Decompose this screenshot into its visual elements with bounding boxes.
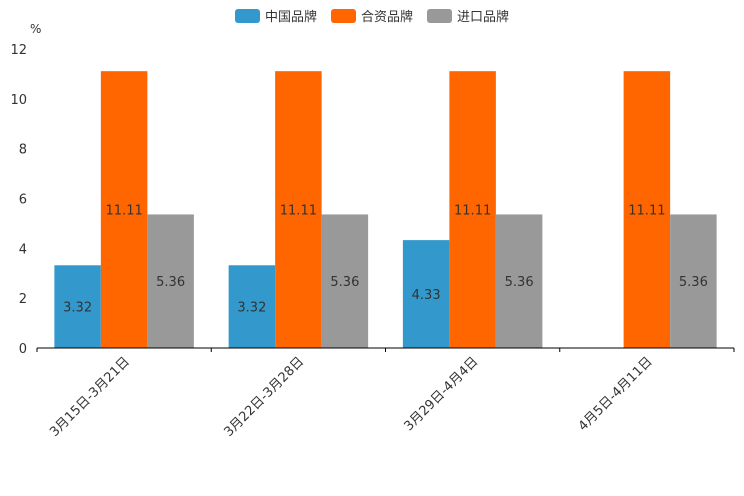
x-tick-label: 3月22日-3月28日 — [221, 354, 307, 440]
legend-swatch-china-brand — [234, 8, 260, 23]
bar-0-1 — [228, 265, 276, 348]
y-tick-label: 10 — [10, 93, 27, 108]
y-tick-label: 8 — [19, 143, 27, 158]
legend-item-joint-venture-brand[interactable]: 合资品牌 — [330, 6, 413, 25]
bar-1-2 — [449, 71, 496, 348]
chart-legend: 中国品牌 合资品牌 进口品牌 — [0, 6, 744, 25]
y-tick-label: 0 — [19, 342, 27, 357]
data-label: 5.36 — [679, 275, 708, 290]
y-tick-label: 12 — [10, 43, 27, 58]
data-label: 11.11 — [106, 204, 143, 219]
legend-label-joint-venture-brand: 合资品牌 — [360, 10, 413, 25]
bar-1-1 — [275, 71, 322, 348]
legend-label-china-brand: 中国品牌 — [264, 10, 317, 25]
y-axis-unit-label: % — [30, 22, 41, 36]
legend-item-imported-brand[interactable]: 进口品牌 — [427, 6, 509, 25]
data-label: 11.11 — [280, 204, 317, 219]
bar-1-3 — [623, 71, 671, 348]
x-tick-label: 3月29日-4月4日 — [402, 354, 482, 434]
bar-1-0 — [100, 71, 148, 348]
bar-2-0 — [147, 214, 194, 348]
y-tick-label: 2 — [19, 292, 27, 307]
data-label: 11.11 — [454, 204, 491, 219]
data-label: 3.32 — [237, 301, 266, 316]
y-tick-label: 4 — [19, 242, 27, 257]
data-label: 11.11 — [628, 204, 665, 219]
legend-item-china-brand[interactable]: 中国品牌 — [234, 6, 317, 25]
bar-2-3 — [670, 214, 717, 348]
x-tick-label: 4月5日-4月11日 — [576, 354, 656, 434]
data-label: 3.32 — [63, 301, 92, 316]
bar-0-0 — [54, 265, 101, 348]
legend-label-imported-brand: 进口品牌 — [457, 10, 510, 25]
legend-swatch-joint-venture-brand — [330, 8, 356, 23]
bar-2-1 — [321, 214, 369, 348]
bar-0-2 — [402, 240, 450, 348]
legend-swatch-imported-brand — [427, 8, 452, 23]
data-label: 5.36 — [330, 275, 359, 290]
data-label: 4.33 — [412, 288, 441, 303]
bar-2-2 — [495, 214, 543, 348]
data-label: 5.36 — [156, 275, 185, 290]
x-tick-label: 3月15日-3月21日 — [47, 354, 133, 440]
y-tick-label: 6 — [19, 193, 27, 208]
data-label: 5.36 — [505, 275, 534, 290]
